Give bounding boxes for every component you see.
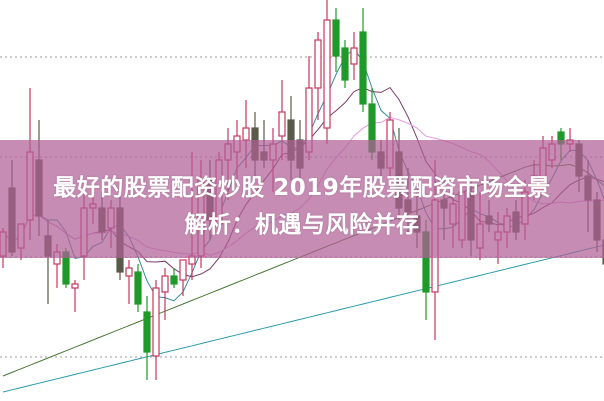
headline-line-2: 解析：机遇与风险并存 — [184, 212, 420, 238]
candle-body — [152, 287, 160, 357]
candle-body — [179, 259, 187, 281]
candle-body — [314, 39, 322, 89]
candle-body — [359, 31, 367, 105]
moving-average-60 — [2, 244, 604, 393]
candle-body — [170, 275, 178, 285]
candle-body — [341, 47, 349, 81]
candle-body — [71, 283, 79, 289]
candle-body — [134, 271, 142, 305]
candle-body — [125, 267, 133, 277]
candle-body — [143, 311, 151, 353]
candle-body — [161, 275, 169, 293]
candle-body — [323, 19, 331, 129]
candle-body — [278, 111, 286, 137]
candle-body — [350, 47, 358, 65]
headline-banner — [0, 140, 604, 258]
headline-line-1: 最好的股票配资炒股 2019年股票配资市场全景 — [53, 175, 551, 201]
candle-body — [242, 127, 250, 141]
candle-body — [332, 19, 340, 57]
